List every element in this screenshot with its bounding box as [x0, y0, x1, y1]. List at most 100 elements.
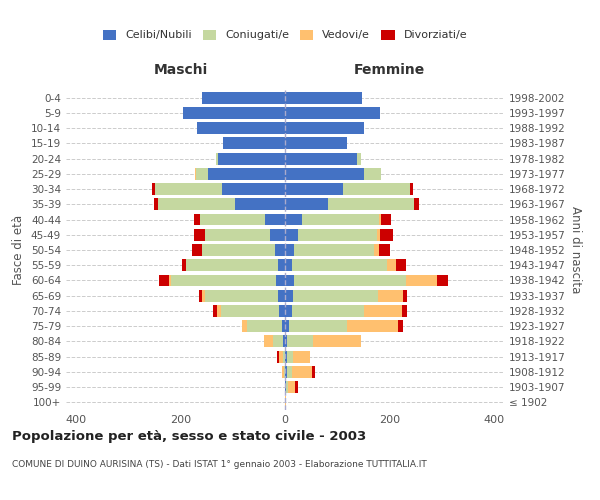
- Bar: [285, 274, 295, 286]
- Bar: [285, 138, 347, 149]
- Bar: [279, 305, 285, 317]
- Bar: [169, 274, 172, 286]
- Bar: [152, 183, 155, 195]
- Bar: [218, 152, 285, 164]
- Bar: [194, 229, 205, 240]
- Bar: [437, 274, 448, 286]
- Bar: [159, 274, 169, 286]
- Y-axis label: Fasce di età: Fasce di età: [13, 215, 25, 285]
- Bar: [287, 366, 292, 378]
- Bar: [285, 198, 328, 210]
- Y-axis label: Anni di nascita: Anni di nascita: [569, 206, 582, 294]
- Bar: [263, 336, 273, 347]
- Bar: [199, 290, 202, 302]
- Bar: [285, 122, 364, 134]
- Bar: [312, 366, 315, 378]
- Bar: [364, 168, 381, 180]
- Bar: [192, 244, 202, 256]
- Text: COMUNE DI DUINO AURISINA (TS) - Dati ISTAT 1° gennaio 2003 - Elaborazione TUTTIT: COMUNE DI DUINO AURISINA (TS) - Dati IST…: [12, 460, 427, 469]
- Bar: [242, 320, 247, 332]
- Bar: [414, 198, 419, 210]
- Bar: [285, 107, 380, 119]
- Bar: [213, 305, 217, 317]
- Bar: [277, 350, 279, 362]
- Bar: [295, 274, 406, 286]
- Bar: [202, 244, 275, 256]
- Bar: [357, 152, 361, 164]
- Bar: [285, 336, 287, 347]
- Bar: [302, 214, 379, 226]
- Bar: [285, 381, 286, 393]
- Bar: [328, 198, 414, 210]
- Bar: [283, 350, 285, 362]
- Bar: [184, 107, 285, 119]
- Bar: [343, 183, 410, 195]
- Bar: [313, 336, 361, 347]
- Bar: [285, 152, 357, 164]
- Text: Maschi: Maschi: [154, 63, 208, 77]
- Bar: [285, 168, 364, 180]
- Bar: [283, 366, 284, 378]
- Bar: [187, 260, 278, 271]
- Bar: [289, 320, 347, 332]
- Bar: [285, 183, 343, 195]
- Bar: [202, 92, 285, 104]
- Bar: [223, 183, 285, 195]
- Bar: [285, 290, 293, 302]
- Bar: [382, 214, 391, 226]
- Bar: [154, 198, 158, 210]
- Bar: [287, 350, 293, 362]
- Bar: [202, 290, 205, 302]
- Bar: [285, 305, 292, 317]
- Bar: [379, 214, 382, 226]
- Bar: [293, 290, 378, 302]
- Bar: [197, 122, 285, 134]
- Bar: [273, 336, 283, 347]
- Bar: [288, 381, 295, 393]
- Bar: [398, 320, 403, 332]
- Bar: [347, 320, 398, 332]
- Bar: [275, 244, 285, 256]
- Bar: [380, 229, 394, 240]
- Legend: Celibi/Nubili, Coniugati/e, Vedovi/e, Divorziati/e: Celibi/Nubili, Coniugati/e, Vedovi/e, Di…: [98, 25, 472, 45]
- Bar: [285, 320, 289, 332]
- Bar: [215, 152, 218, 164]
- Bar: [285, 244, 295, 256]
- Bar: [275, 274, 285, 286]
- Bar: [285, 92, 362, 104]
- Bar: [196, 168, 208, 180]
- Bar: [158, 198, 235, 210]
- Bar: [402, 305, 407, 317]
- Bar: [205, 229, 271, 240]
- Bar: [298, 229, 377, 240]
- Bar: [283, 320, 285, 332]
- Bar: [194, 214, 200, 226]
- Bar: [284, 366, 285, 378]
- Bar: [221, 305, 279, 317]
- Bar: [406, 274, 437, 286]
- Bar: [172, 274, 275, 286]
- Bar: [403, 290, 407, 302]
- Bar: [395, 260, 406, 271]
- Bar: [293, 350, 310, 362]
- Bar: [377, 229, 380, 240]
- Bar: [283, 336, 285, 347]
- Bar: [364, 305, 402, 317]
- Bar: [285, 214, 302, 226]
- Bar: [292, 260, 387, 271]
- Bar: [378, 290, 403, 302]
- Bar: [279, 350, 283, 362]
- Bar: [247, 320, 283, 332]
- Bar: [278, 290, 285, 302]
- Bar: [223, 138, 285, 149]
- Bar: [208, 168, 285, 180]
- Bar: [182, 260, 187, 271]
- Bar: [200, 214, 265, 226]
- Text: Popolazione per età, sesso e stato civile - 2003: Popolazione per età, sesso e stato civil…: [12, 430, 366, 443]
- Bar: [387, 260, 395, 271]
- Bar: [286, 381, 288, 393]
- Text: Femmine: Femmine: [353, 63, 425, 77]
- Bar: [374, 244, 379, 256]
- Bar: [278, 260, 285, 271]
- Bar: [292, 305, 364, 317]
